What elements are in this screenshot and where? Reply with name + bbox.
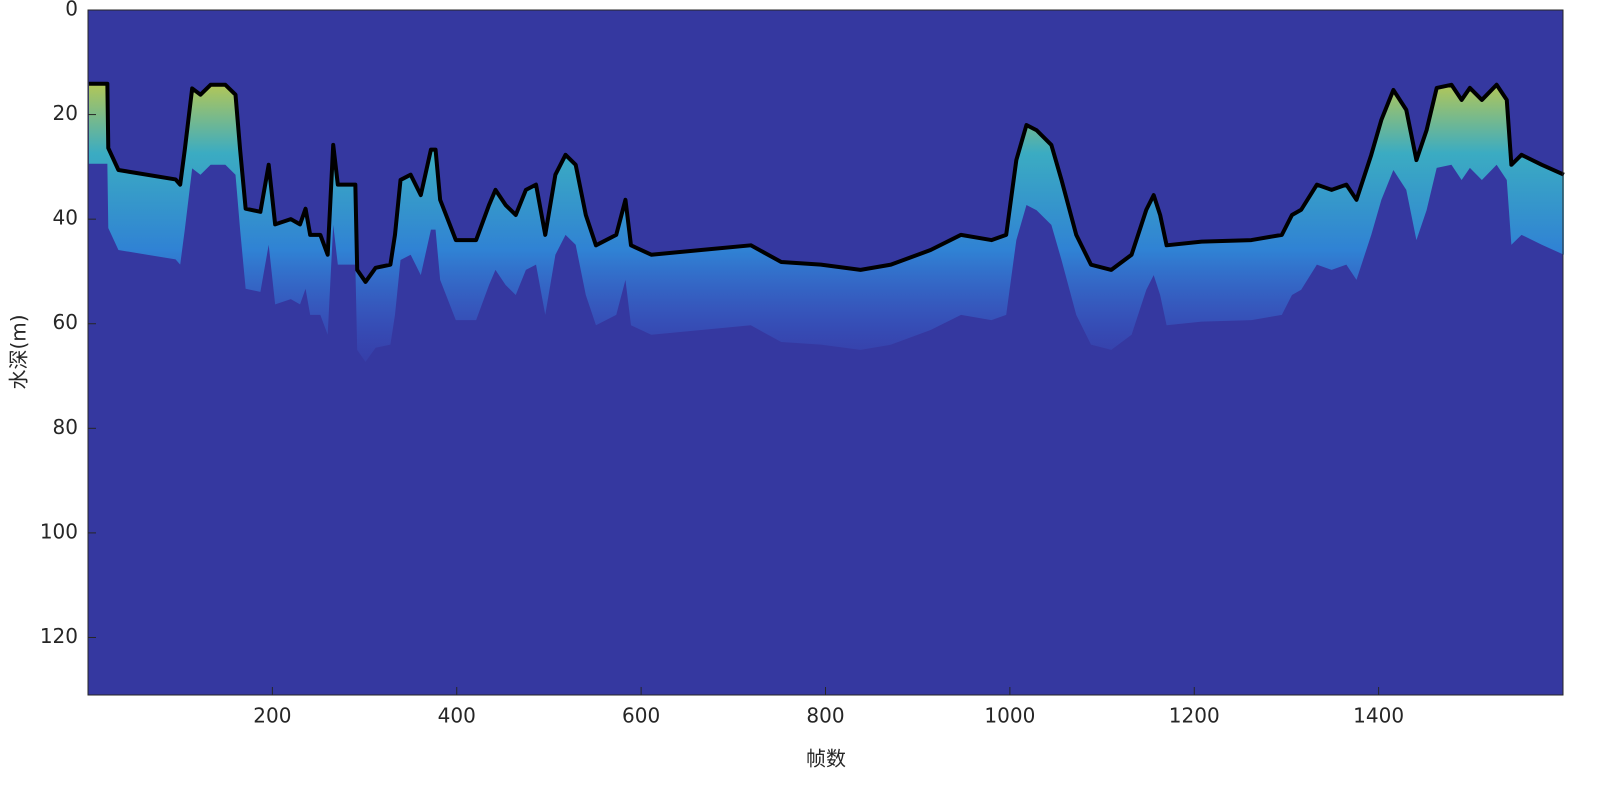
y-tick-label: 120 bbox=[40, 624, 78, 648]
x-tick-label: 200 bbox=[253, 704, 291, 728]
bottom-line bbox=[88, 81, 1565, 284]
plot-background bbox=[88, 10, 1563, 695]
x-axis-label: 帧数 bbox=[806, 747, 846, 771]
echo-band bbox=[88, 83, 1564, 362]
y-tick-label: 100 bbox=[40, 519, 78, 543]
y-axis-label: 水深(m) bbox=[7, 314, 31, 389]
y-tick-label: 40 bbox=[53, 206, 78, 230]
y-tick-label: 20 bbox=[53, 101, 78, 125]
x-tick-label: 400 bbox=[438, 704, 476, 728]
x-tick-label: 1400 bbox=[1353, 704, 1404, 728]
x-tick-label: 1000 bbox=[984, 704, 1035, 728]
y-tick-label: 80 bbox=[53, 415, 78, 439]
x-tick-label: 1200 bbox=[1169, 704, 1220, 728]
x-tick-label: 800 bbox=[806, 704, 844, 728]
y-tick-label: 60 bbox=[53, 310, 78, 334]
y-tick-label: 0 bbox=[65, 0, 78, 21]
x-tick-label: 600 bbox=[622, 704, 660, 728]
